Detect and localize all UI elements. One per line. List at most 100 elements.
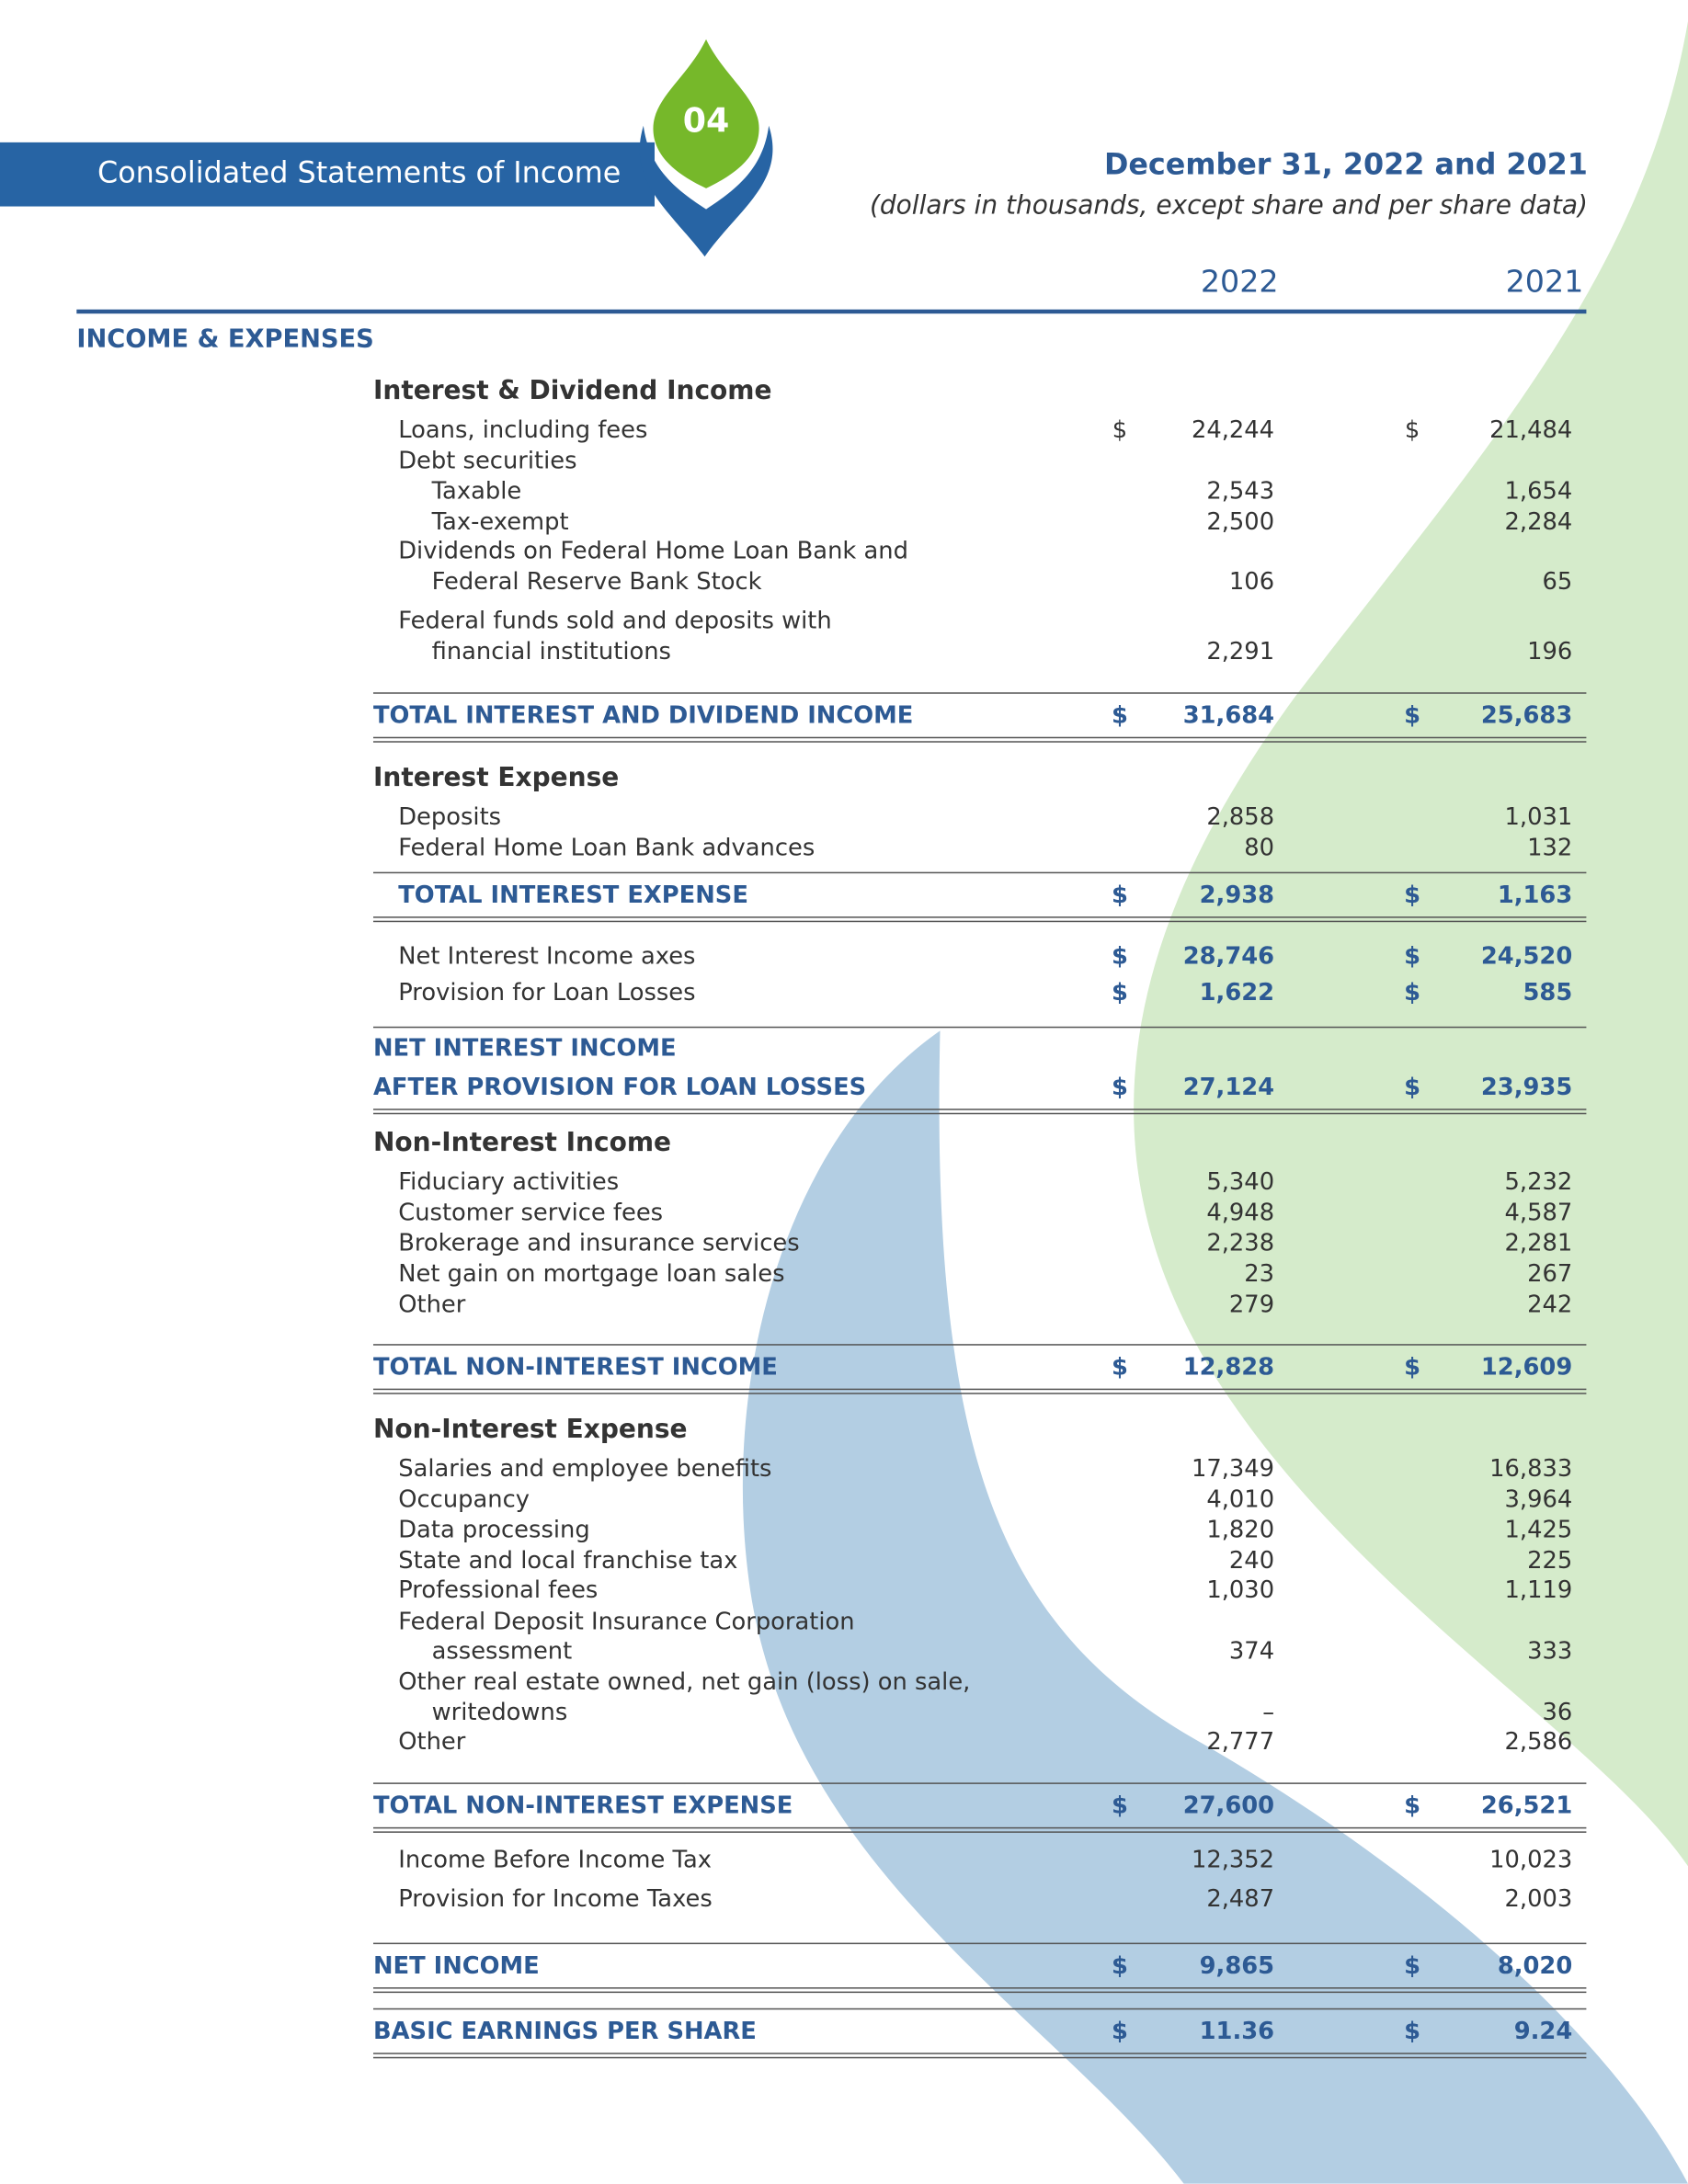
rule <box>372 871 1587 874</box>
row-value: 2,281 <box>1505 1230 1573 1257</box>
badge-number: 04 <box>683 101 730 141</box>
title-band <box>0 142 655 207</box>
row-value: – <box>1262 1699 1274 1726</box>
row-value: 31,684 <box>1183 701 1274 729</box>
row-value: 24,520 <box>1481 943 1572 971</box>
row-value: 23,935 <box>1481 1074 1572 1101</box>
row-value: 4,948 <box>1206 1199 1274 1226</box>
row-value: 1,622 <box>1200 979 1274 1007</box>
currency-sign: $ <box>1405 416 1420 444</box>
row-label: NET INTEREST INCOME <box>373 1035 677 1063</box>
row-value: 4,587 <box>1505 1199 1573 1226</box>
badge-swoosh <box>639 125 773 257</box>
row-value: 65 <box>1542 568 1572 596</box>
row-value: 27,124 <box>1183 1074 1274 1101</box>
row-value: 2,238 <box>1206 1230 1274 1257</box>
row-value: 26,521 <box>1481 1792 1572 1820</box>
row-label: Customer service fees <box>398 1199 663 1226</box>
row-value: 10,023 <box>1489 1847 1572 1874</box>
currency-sign: $ <box>1112 1353 1128 1381</box>
rule <box>372 916 1587 918</box>
currency-sign: $ <box>1404 979 1420 1007</box>
row-label: Fiduciary activities <box>398 1168 619 1196</box>
rule <box>372 1987 1587 1989</box>
currency-sign: $ <box>1404 1792 1420 1820</box>
row-value: 2,938 <box>1200 882 1274 909</box>
row-value: 2,586 <box>1505 1728 1573 1756</box>
row-label: NET INCOME <box>373 1952 540 1980</box>
group-heading: Non-Interest Income <box>373 1127 671 1157</box>
row-value: 1,425 <box>1505 1517 1573 1544</box>
rule <box>372 1831 1587 1833</box>
row-value: 80 <box>1244 834 1274 861</box>
row-value: 12,609 <box>1481 1353 1572 1381</box>
row-value: 17,349 <box>1192 1455 1274 1483</box>
row-label: Net gain on mortgage loan sales <box>398 1260 784 1288</box>
row-label: TOTAL INTEREST EXPENSE <box>398 882 748 909</box>
row-label: Federal funds sold and deposits with <box>398 607 831 634</box>
row-value: 333 <box>1527 1637 1572 1665</box>
currency-sign: $ <box>1112 416 1127 444</box>
row-value: 1,654 <box>1505 478 1573 506</box>
header-rule <box>76 309 1587 314</box>
row-label: Income Before Income Tax <box>398 1847 712 1874</box>
row-value: 225 <box>1527 1547 1572 1575</box>
currency-sign: $ <box>1404 943 1420 971</box>
green-wave <box>1134 21 1688 1867</box>
row-label: TOTAL NON-INTEREST EXPENSE <box>373 1792 793 1820</box>
row-value: 1,820 <box>1206 1517 1274 1544</box>
row-value: 28,746 <box>1183 943 1274 971</box>
row-value: 585 <box>1523 979 1573 1007</box>
row-value: 132 <box>1527 834 1572 861</box>
rule <box>372 1991 1587 1994</box>
row-label: Dividends on Federal Home Loan Bank and <box>398 538 908 565</box>
currency-sign: $ <box>1404 882 1420 909</box>
row-label: Loans, including fees <box>398 416 647 444</box>
rule <box>372 2053 1587 2054</box>
column-year: 2022 <box>1201 263 1279 299</box>
row-value: 2,777 <box>1206 1728 1274 1756</box>
row-label: financial institutions <box>432 638 671 665</box>
row-label: Data processing <box>398 1517 589 1544</box>
row-value: 9,865 <box>1200 1952 1274 1980</box>
row-value: 2,858 <box>1206 803 1274 831</box>
row-value: 2,291 <box>1206 638 1274 665</box>
row-label: Professional fees <box>398 1576 598 1604</box>
row-value: 1,031 <box>1505 803 1573 831</box>
group-heading: Interest Expense <box>373 762 619 792</box>
row-label: Provision for Loan Losses <box>398 979 695 1007</box>
row-value: 25,683 <box>1481 701 1572 729</box>
rule <box>372 1942 1587 1945</box>
row-value: 3,964 <box>1505 1485 1573 1513</box>
row-label: Federal Reserve Bank Stock <box>432 568 762 596</box>
rule <box>372 741 1587 743</box>
subtitle: (dollars in thousands, except share and … <box>870 190 1588 221</box>
row-label: Brokerage and insurance services <box>398 1230 799 1257</box>
row-label: AFTER PROVISION FOR LOAN LOSSES <box>373 1074 866 1101</box>
column-year: 2021 <box>1506 263 1584 299</box>
row-label: Deposits <box>398 803 501 831</box>
row-value: 5,232 <box>1505 1168 1573 1196</box>
row-label: writedowns <box>432 1699 568 1726</box>
row-value: 4,010 <box>1206 1485 1274 1513</box>
row-value: 267 <box>1527 1260 1572 1288</box>
row-value: 2,487 <box>1206 1885 1274 1913</box>
row-value: 196 <box>1527 638 1572 665</box>
row-label: TOTAL INTEREST AND DIVIDEND INCOME <box>373 701 913 729</box>
row-value: 279 <box>1229 1291 1274 1318</box>
currency-sign: $ <box>1404 701 1420 729</box>
currency-sign: $ <box>1112 701 1128 729</box>
currency-sign: $ <box>1404 1074 1420 1101</box>
row-value: 12,828 <box>1183 1353 1274 1381</box>
rule <box>372 1782 1587 1784</box>
rule <box>372 1388 1587 1391</box>
rule <box>372 1109 1587 1110</box>
rule <box>372 1026 1587 1029</box>
rule <box>372 1826 1587 1829</box>
row-label: BASIC EARNINGS PER SHARE <box>373 2018 757 2045</box>
currency-sign: $ <box>1112 1952 1128 1980</box>
row-value: 9.24 <box>1514 2018 1573 2045</box>
row-value: 12,352 <box>1192 1847 1274 1874</box>
row-label: Debt securities <box>398 447 576 474</box>
currency-sign: $ <box>1404 1353 1420 1381</box>
